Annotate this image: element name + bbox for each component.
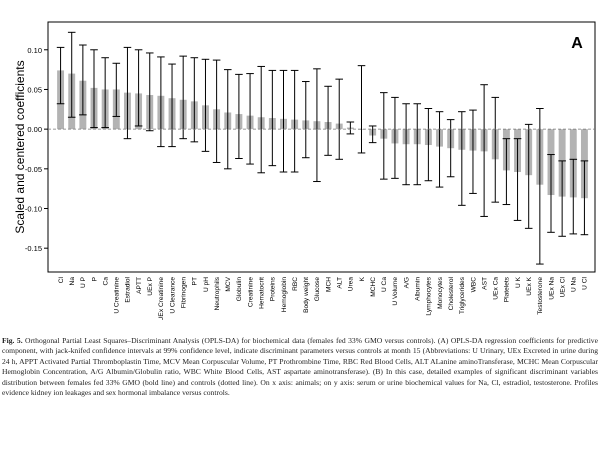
- x-tick-label: Glucose: [314, 277, 321, 302]
- x-axis-ticks: Cl Na U P P Ca U Creatinine Estradiol APTT UEx P…: [58, 276, 589, 320]
- x-tick-label: Globulin: [236, 277, 243, 302]
- x-tick-label: U Creatinine: [114, 277, 121, 314]
- caption-figure-label: Fig. 5.: [2, 336, 23, 345]
- x-tick-label: UEx K: [526, 276, 533, 295]
- y-tick-label: 0.00: [27, 125, 42, 134]
- x-tick-label: Fibrinogen: [180, 277, 187, 308]
- x-tick-label: ALT: [337, 277, 344, 289]
- x-tick-label: Testosterone: [537, 277, 544, 315]
- x-tick-label: Ca: [102, 277, 109, 286]
- x-tick-label: U P: [80, 276, 87, 288]
- x-tick-label: Cholesterol: [448, 276, 455, 310]
- x-tick-label: Monocytes: [437, 276, 444, 309]
- x-tick-label: U K: [515, 276, 522, 288]
- x-tick-label: Urea: [348, 277, 355, 292]
- x-tick-label: Hematocrit: [258, 277, 265, 309]
- x-tick-label: UEx Creatinine: [158, 277, 165, 320]
- x-tick-label: Estradiol: [125, 276, 132, 302]
- x-tick-label: UEx P: [147, 276, 154, 295]
- panel-label: A: [571, 35, 583, 52]
- x-tick-label: RBC: [292, 277, 299, 291]
- opls-da-coefficient-chart: A Scaled and centered coefficients 0.100…: [13, 21, 596, 320]
- x-tick-label: UEx Cl: [559, 276, 566, 297]
- x-tick-label: U Ca: [381, 277, 388, 292]
- x-tick-label: U pH: [203, 277, 210, 292]
- x-tick-label: Platelets: [504, 276, 511, 302]
- x-tick-label: MCHC: [370, 277, 377, 297]
- error-bar-series: [56, 31, 589, 265]
- x-tick-label: Body weight: [303, 277, 310, 313]
- caption-text: Orthogonal Partial Least Squares–Discrim…: [2, 336, 598, 398]
- x-tick-label: Triglycerides: [459, 276, 466, 314]
- figure-caption: Fig. 5. Orthogonal Partial Least Squares…: [2, 336, 598, 398]
- x-tick-label: UEx Na: [548, 277, 555, 300]
- y-axis-label: Scaled and centered coefficients: [13, 60, 27, 233]
- x-tick-label: Creatinine: [247, 277, 254, 307]
- x-tick-label: Albumin: [415, 277, 422, 301]
- x-tick-label: MCH: [325, 277, 332, 292]
- plot-frame: [47, 21, 596, 273]
- x-tick-label: Lymphocytes: [426, 276, 433, 315]
- x-tick-label: U Clearance: [169, 277, 176, 314]
- x-tick-label: WBC: [470, 277, 477, 293]
- y-tick-label: -0.15: [25, 244, 42, 253]
- x-tick-label: APTT: [136, 277, 143, 294]
- plot-frame-group: [47, 21, 596, 273]
- x-tick-label: AST: [481, 277, 488, 290]
- y-tick-label: 0.10: [27, 46, 42, 55]
- x-tick-label: Na: [69, 277, 76, 286]
- x-tick-label: UEx Ca: [493, 277, 500, 300]
- y-tick-label: -0.05: [25, 165, 42, 174]
- x-tick-label: U Na: [571, 277, 578, 292]
- x-tick-label: Hemoglobin: [281, 277, 288, 313]
- x-tick-label: Proteins: [270, 276, 277, 301]
- x-tick-label: MCV: [225, 276, 232, 291]
- x-tick-label: PT: [192, 277, 199, 285]
- x-tick-label: U Cl: [582, 276, 589, 289]
- x-tick-label: K: [359, 276, 366, 281]
- x-tick-label: Cl: [58, 276, 65, 283]
- y-tick-label: -0.10: [25, 205, 42, 214]
- y-tick-label: 0.05: [27, 85, 42, 94]
- bar-series: [57, 70, 588, 199]
- x-tick-label: Neutrophils: [214, 276, 221, 310]
- x-tick-label: A/G: [403, 277, 410, 288]
- x-tick-label: U Volume: [392, 277, 399, 306]
- y-axis-ticks: 0.10 0.05 0.00 -0.05 -0.10 -0.15: [25, 46, 48, 253]
- x-tick-label: P: [91, 276, 98, 281]
